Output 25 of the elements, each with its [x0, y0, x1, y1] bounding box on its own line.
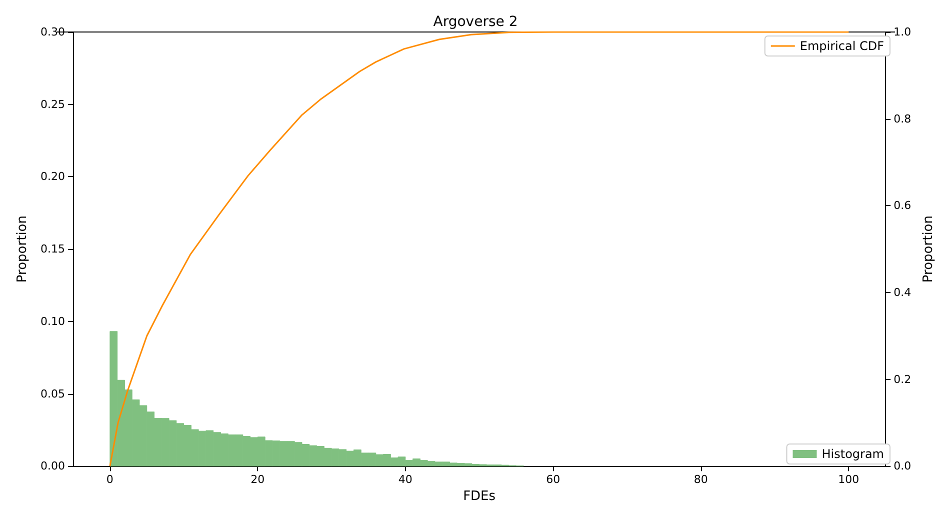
x-tick-label: 40 [398, 473, 412, 486]
y2-tick-label: 0.8 [894, 112, 912, 126]
y-tick-label: 0.15 [40, 242, 65, 256]
y2-tick-label: 1.0 [894, 26, 912, 38]
y2-tick-label: 0.0 [894, 460, 912, 473]
y-axis-title: Proportion [15, 216, 30, 283]
y-tick-label: 0.25 [40, 98, 65, 111]
x-axis-title: FDEs [463, 489, 496, 504]
y-tick-label: 0.05 [40, 387, 65, 400]
y-tick-label: 0.00 [40, 460, 65, 473]
legend-label: Empirical CDF [800, 39, 884, 53]
y2-axis-title: Proportion [921, 216, 936, 283]
y-tick-label: 0.30 [40, 26, 65, 38]
y-tick-label: 0.10 [40, 314, 65, 328]
y2-tick-label: 0.4 [894, 286, 912, 299]
x-tick-label: 100 [838, 473, 860, 486]
x-tick-label: 20 [250, 473, 265, 486]
y-tick-label: 0.20 [40, 170, 65, 184]
y2-tick-label: 0.2 [894, 372, 912, 386]
x-tick-label: 80 [694, 473, 708, 486]
x-tick-label: 60 [546, 473, 560, 486]
x-tick-label: 0 [106, 473, 114, 486]
legend-label: Histogram [822, 447, 884, 461]
chart-title: Argoverse 2 [433, 14, 518, 30]
y2-tick-label: 0.6 [894, 199, 912, 212]
